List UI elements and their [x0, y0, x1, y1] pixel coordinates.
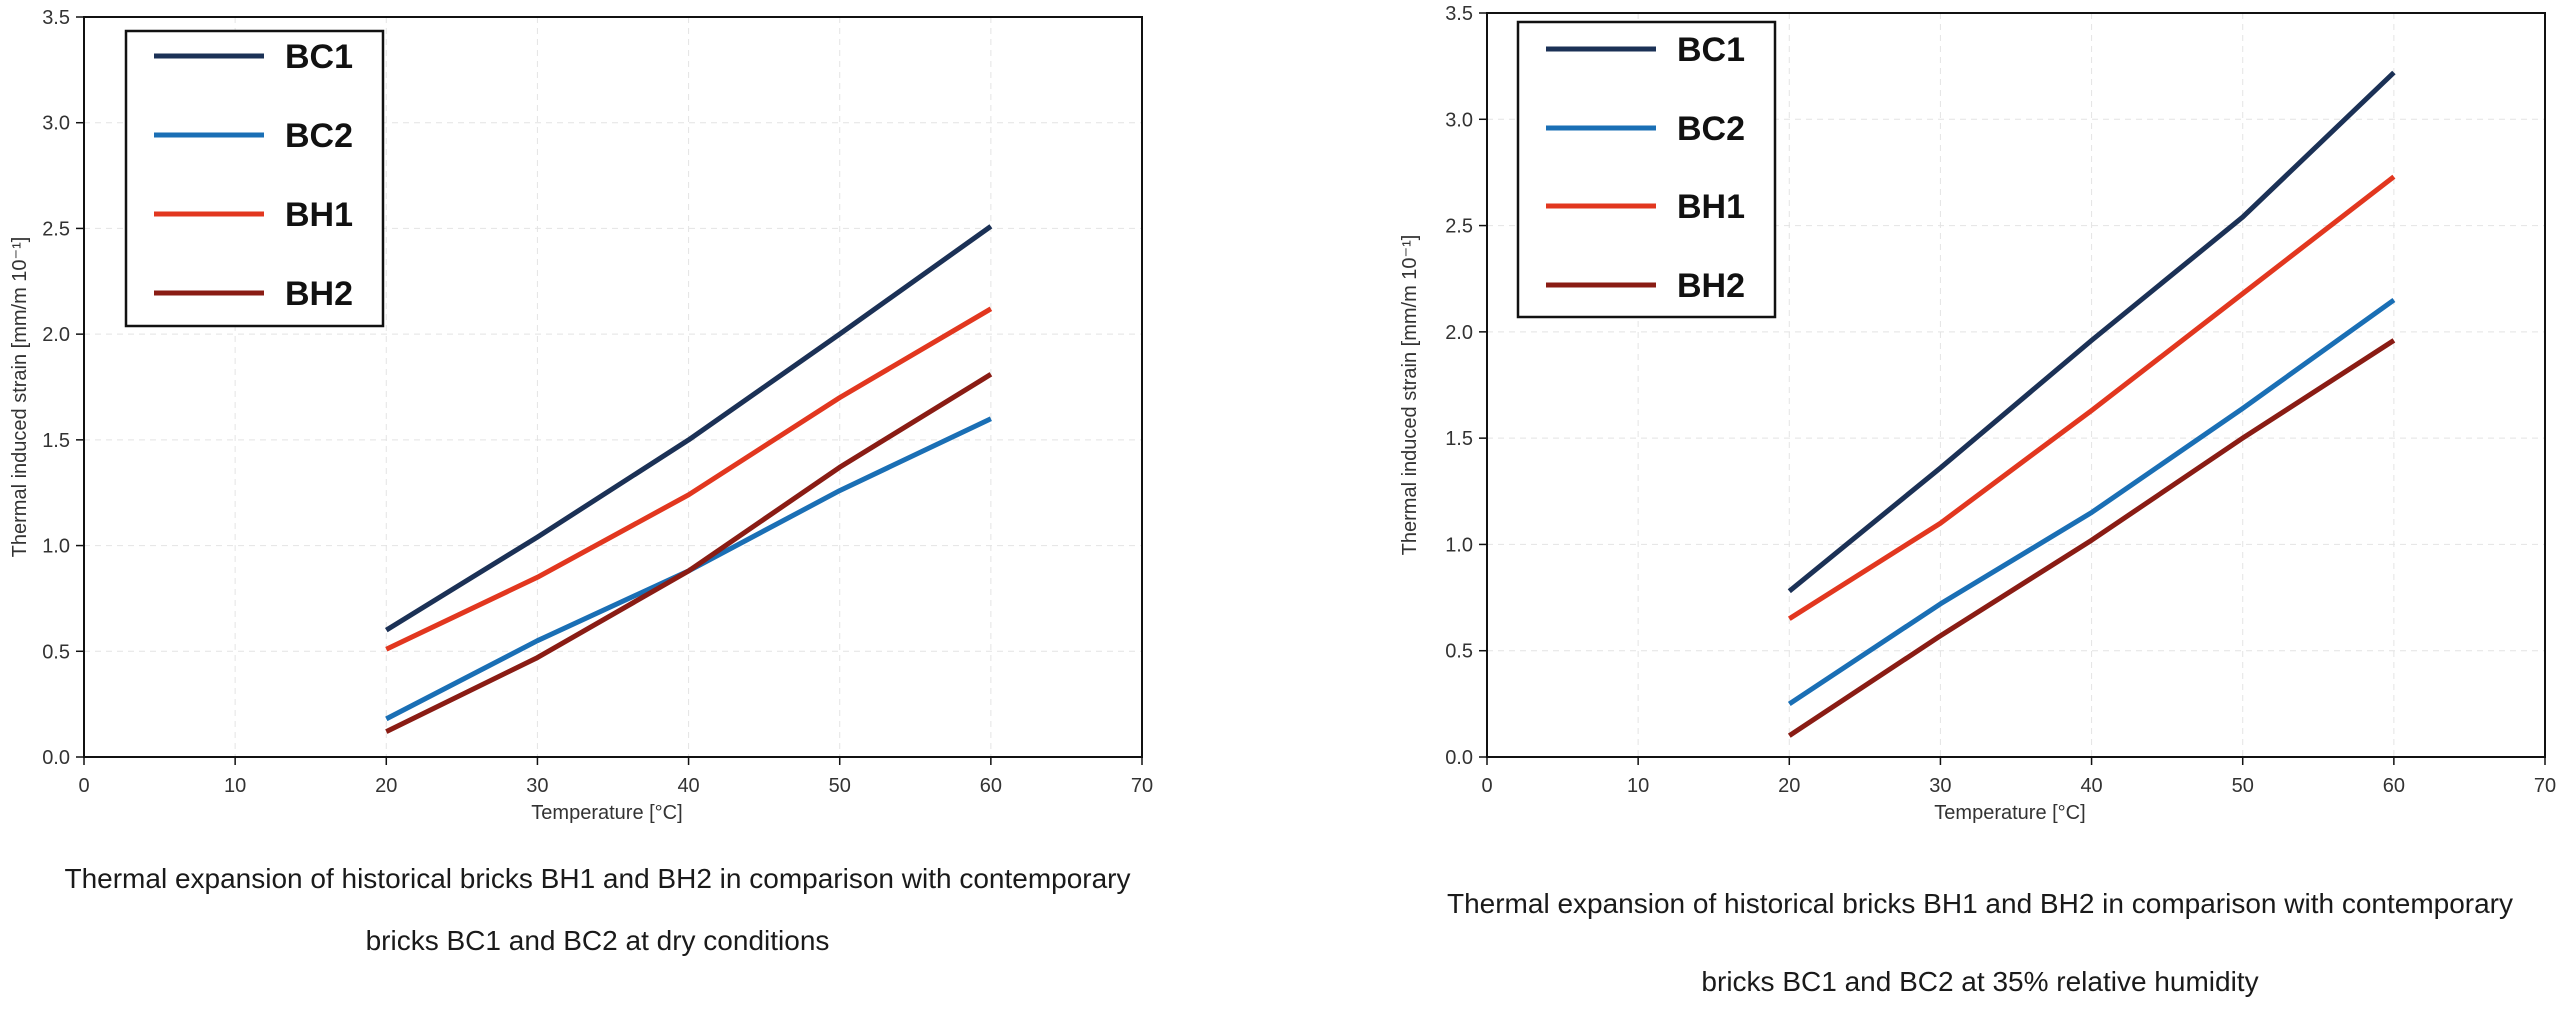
- chart-dry-conditions: 0 10 20 30 40 50 60 70 0.0 0.5 1.0 1.5 2.0 2.5 3.0 3.5 T…: [9, 7, 1153, 824]
- plot-frame: [1486, 12, 2546, 758]
- x-tick-label: 40: [2080, 775, 2102, 797]
- legend-label-bh1: BH1: [1677, 188, 1745, 226]
- legend-label-bc2: BC2: [1677, 110, 1745, 148]
- legend-label-bh2: BH2: [285, 275, 353, 313]
- x-tick-label: 30: [1929, 775, 1951, 797]
- y-tick-label: 3.5: [42, 7, 70, 29]
- x-tick-label: 70: [2534, 775, 2556, 797]
- y-tick-label: 0.0: [1445, 747, 1473, 769]
- y-tick-label: 3.5: [1445, 3, 1473, 25]
- x-tick-label: 0: [78, 775, 89, 797]
- legend-label-bh1: BH1: [285, 196, 353, 234]
- y-tick-label: 1.0: [42, 536, 70, 558]
- legend-box: [1516, 20, 1777, 319]
- series-line-bc1: [1787, 70, 2396, 594]
- x-axis-label: Temperature [°C]: [531, 802, 682, 824]
- y-tick-label: 0.0: [42, 747, 70, 769]
- chart-panel-humidity: 0 10 20 30 40 50 60 70 0.0 0.5 1.0 1.5 2.0 2.5 3.0 3.5 T…: [1390, 0, 2560, 830]
- series-line-bc1: [384, 224, 993, 633]
- x-tick-label: 0: [1481, 775, 1492, 797]
- y-tick-label: 0.5: [1445, 641, 1473, 663]
- x-tick-label: 20: [1778, 775, 1800, 797]
- series-line-bh2: [1787, 338, 2396, 738]
- x-axis-label: Temperature [°C]: [1934, 802, 2085, 824]
- y-tick-label: 1.5: [42, 430, 70, 452]
- legend-label-bc1: BC1: [285, 38, 353, 76]
- x-tick-label: 60: [2383, 775, 2405, 797]
- caption-line: bricks BC1 and BC2 at 35% relative humid…: [1701, 966, 2259, 997]
- x-tick-label: 10: [224, 775, 246, 797]
- series-line-bh2: [385, 372, 993, 734]
- series-line-bh1: [385, 306, 993, 652]
- legend-label-bc2: BC2: [285, 117, 353, 155]
- x-tick-label: 70: [1131, 775, 1153, 797]
- y-tick-label: 3.0: [1445, 109, 1473, 131]
- y-axis-label: Thermal induced strain [mm/m 10⁻¹]: [1399, 235, 1421, 556]
- plot-frame: [83, 16, 1143, 758]
- y-tick-label: 2.0: [42, 324, 70, 346]
- x-tick-label: 50: [2232, 775, 2254, 797]
- chart-35-humidity: 0 10 20 30 40 50 60 70 0.0 0.5 1.0 1.5 2.0 2.5 3.0 3.5 T…: [1399, 3, 2556, 824]
- legend-box: [124, 29, 385, 328]
- series-line-bh1: [1787, 174, 2396, 621]
- y-tick-label: 1.5: [1445, 428, 1473, 450]
- legend-label-bh2: BH2: [1677, 267, 1745, 305]
- series-line-bc2: [1787, 297, 2396, 706]
- caption-line: Thermal expansion of historical bricks B…: [64, 863, 1131, 894]
- y-axis-label: Thermal induced strain [mm/m 10⁻¹]: [9, 237, 31, 558]
- caption-line: bricks BC1 and BC2 at dry conditions: [365, 925, 830, 956]
- caption-35-humidity: Thermal expansion of historical bricks B…: [1400, 865, 2560, 1021]
- x-tick-label: 30: [526, 775, 548, 797]
- x-tick-label: 20: [375, 775, 397, 797]
- x-tick-label: 10: [1627, 775, 1649, 797]
- y-tick-label: 2.5: [1445, 216, 1473, 238]
- y-tick-label: 2.5: [42, 218, 70, 240]
- x-tick-label: 60: [980, 775, 1002, 797]
- y-tick-label: 3.0: [42, 113, 70, 135]
- x-tick-label: 50: [829, 775, 851, 797]
- chart-panel-dry: 0 10 20 30 40 50 60 70 0.0 0.5 1.0 1.5 2.0 2.5 3.0 3.5 T…: [0, 0, 1240, 830]
- y-tick-label: 1.0: [1445, 534, 1473, 556]
- x-tick-label: 40: [677, 775, 699, 797]
- caption-line: Thermal expansion of historical bricks B…: [1446, 888, 2514, 919]
- y-tick-label: 0.5: [42, 641, 70, 663]
- legend-label-bc1: BC1: [1677, 31, 1745, 69]
- caption-dry-conditions: Thermal expansion of historical bricks B…: [0, 848, 1195, 972]
- y-tick-label: 2.0: [1445, 322, 1473, 344]
